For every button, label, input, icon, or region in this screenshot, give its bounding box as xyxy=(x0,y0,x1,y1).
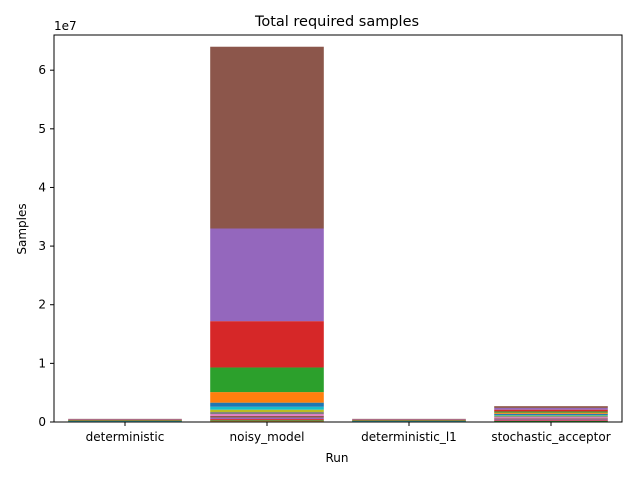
bar-segment-deterministic-11 xyxy=(68,420,182,421)
y-axis-label: Samples xyxy=(15,203,29,254)
bar-segment-stochastic_acceptor-13 xyxy=(494,409,608,412)
y-tick-label: 6 xyxy=(38,63,46,77)
y-tick-label: 4 xyxy=(38,180,46,194)
bar-segment-stochastic_acceptor-15 xyxy=(494,406,608,408)
bar-segment-deterministic-14 xyxy=(68,419,182,420)
y-tick-label: 5 xyxy=(38,122,46,136)
bar-segment-noisy_model-1 xyxy=(210,421,324,422)
x-tick-label: stochastic_acceptor xyxy=(491,430,610,444)
bar-segment-noisy_model-14 xyxy=(210,228,324,322)
bar-segment-stochastic_acceptor-8 xyxy=(494,415,608,417)
bar-segment-noisy_model-9 xyxy=(210,406,324,410)
bar-segment-noisy_model-6 xyxy=(210,414,324,416)
bar-segment-stochastic_acceptor-10 xyxy=(494,413,608,415)
bar-segment-noisy_model-12 xyxy=(210,367,324,393)
bar-segment-deterministic_l1-9 xyxy=(352,420,466,422)
bar-segment-stochastic_acceptor-9 xyxy=(494,414,608,416)
bar-segment-noisy_model-2 xyxy=(210,420,324,422)
y-tick-label: 2 xyxy=(38,298,46,312)
bar-segment-deterministic-10 xyxy=(68,420,182,422)
bar-segment-deterministic-9 xyxy=(68,420,182,422)
bar-segment-noisy_model-15 xyxy=(210,46,324,229)
bar-segment-deterministic_l1-10 xyxy=(352,420,466,422)
x-axis-label: Run xyxy=(325,451,348,465)
plot-frame xyxy=(53,34,623,423)
bar-segment-noisy_model-7 xyxy=(210,412,324,415)
bar-segment-stochastic_acceptor-12 xyxy=(494,411,608,413)
bar-segment-noisy_model-13 xyxy=(210,321,324,368)
bar-segment-deterministic_l1-12 xyxy=(352,420,466,421)
bar-segment-stochastic_acceptor-4 xyxy=(494,419,608,421)
bar-segment-noisy_model-8 xyxy=(210,409,324,413)
bar-segment-stochastic_acceptor-11 xyxy=(494,412,608,414)
bar-segment-deterministic-13 xyxy=(68,419,182,421)
bar-segment-deterministic_l1-13 xyxy=(352,419,466,421)
x-axis-ticks: deterministic noisy_model deterministic_l1… xyxy=(86,422,611,444)
bars-group xyxy=(68,46,608,423)
bar-segment-deterministic-15 xyxy=(68,418,182,420)
bar-segment-noisy_model-5 xyxy=(210,415,324,418)
x-tick-label: deterministic_l1 xyxy=(361,430,457,444)
bar-segment-noisy_model-11 xyxy=(210,392,324,403)
bar-segment-stochastic_acceptor-3 xyxy=(494,420,608,421)
bar-segment-noisy_model-4 xyxy=(210,417,324,420)
bar-segment-stochastic_acceptor-2 xyxy=(494,421,608,422)
bar-segment-deterministic-12 xyxy=(68,420,182,421)
x-tick-label: deterministic xyxy=(86,430,165,444)
bar-segment-stochastic_acceptor-6 xyxy=(494,417,608,419)
bar-segment-stochastic_acceptor-5 xyxy=(494,418,608,420)
bar-segment-stochastic_acceptor-7 xyxy=(494,416,608,418)
y-tick-label: 1 xyxy=(38,356,46,370)
bar-segment-deterministic_l1-15 xyxy=(352,418,466,420)
x-tick-label: noisy_model xyxy=(230,430,305,444)
chart-title: Total required samples xyxy=(254,14,419,30)
bar-segment-deterministic_l1-11 xyxy=(352,420,466,421)
bar-segment-stochastic_acceptor-14 xyxy=(494,407,608,410)
y-tick-label: 0 xyxy=(38,415,46,429)
bar-segment-noisy_model-10 xyxy=(210,402,324,407)
bar-segment-deterministic_l1-14 xyxy=(352,419,466,420)
y-tick-label: 3 xyxy=(38,239,46,253)
bar-segment-noisy_model-3 xyxy=(210,419,324,421)
y-axis-ticks: 0 1 2 3 4 5 6 xyxy=(38,63,54,429)
y-offset-label: 1e7 xyxy=(54,19,77,33)
